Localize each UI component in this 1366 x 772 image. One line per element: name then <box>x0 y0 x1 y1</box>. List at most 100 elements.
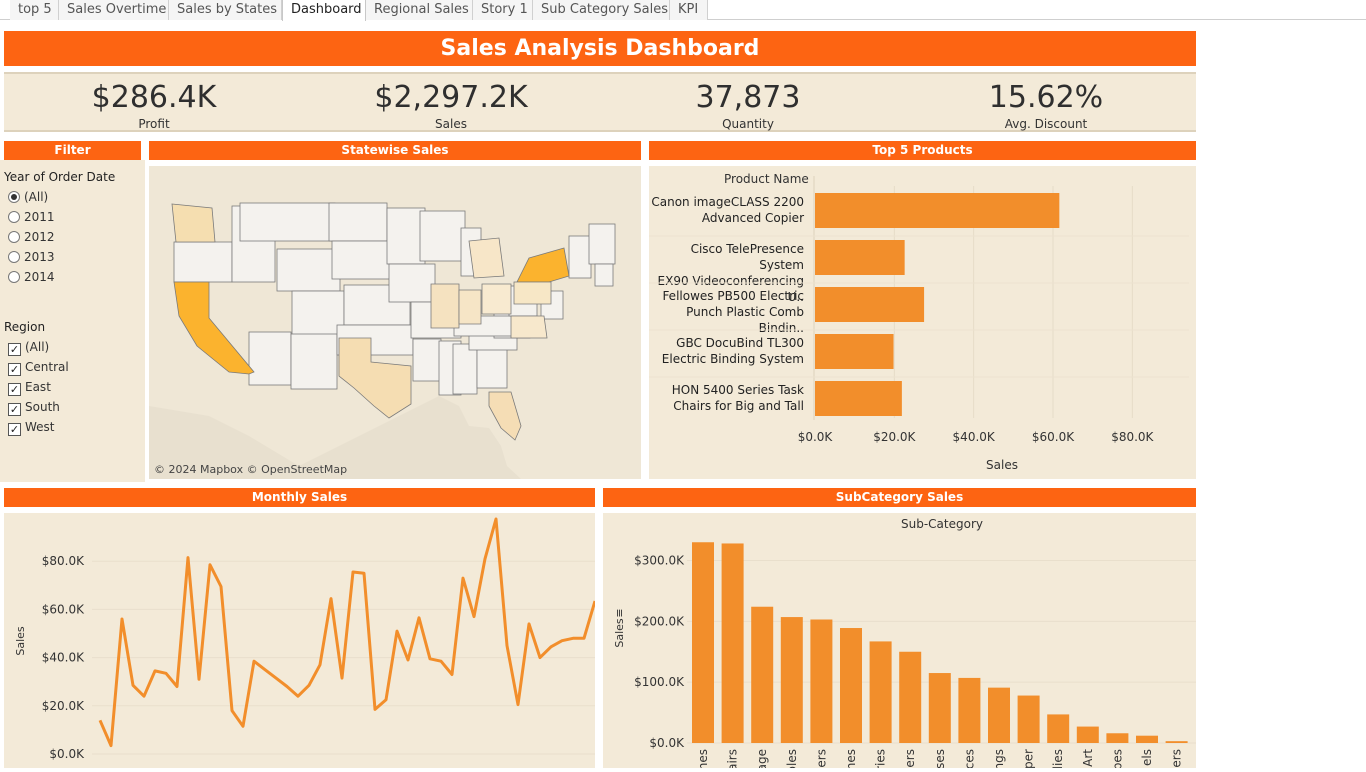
top5-header: Top 5 Products <box>649 141 1196 160</box>
region-option-label: South <box>25 400 60 414</box>
region-option-east[interactable]: ✓ East <box>8 378 51 396</box>
tab-dashboard[interactable]: Dashboard <box>282 0 366 21</box>
region-option-west[interactable]: ✓ West <box>8 418 55 436</box>
region-option-all[interactable]: ✓ (All) <box>8 338 49 356</box>
x-axis-title: Sales <box>986 458 1018 472</box>
product-bar[interactable] <box>815 193 1060 228</box>
subcategory-bar[interactable] <box>692 542 714 743</box>
subcategory-bar[interactable] <box>1136 735 1158 743</box>
y-tick-label: $20.0K <box>42 699 85 713</box>
x-tick-label: $60.0K <box>1032 430 1075 444</box>
year-option-2013[interactable]: 2013 <box>8 248 55 266</box>
radio-icon <box>8 191 20 203</box>
subcategory-bar[interactable] <box>1076 726 1099 743</box>
monthly-panel: $0.0K $20.0K $40.0K $60.0K $80.0K Sales <box>4 513 597 768</box>
sort-icon[interactable]: ≡ <box>613 608 626 617</box>
subcategory-bar[interactable] <box>721 543 744 743</box>
subcategory-bar[interactable] <box>928 673 951 743</box>
subcat-panel: Sub-Category $0.0K $100.0K $200.0K $300.0K ne… <box>603 513 1196 772</box>
x-tick-label: $20.0K <box>873 430 916 444</box>
product-label-line: EX90 Videoconferencing U.. <box>657 274 804 304</box>
state-virginia <box>510 315 548 339</box>
y-tick-label: $80.0K <box>42 554 85 568</box>
state-texas <box>338 337 412 419</box>
product-label-line: Electric Binding System <box>661 352 804 366</box>
x-tick-label: nes <box>696 749 710 768</box>
y-axis-title: Sales <box>613 618 626 648</box>
kpi-discount: 15.62% Avg. Discount <box>896 74 1196 130</box>
x-tick-label: per <box>1022 749 1036 768</box>
radio-icon <box>8 251 20 263</box>
subcategory-bar[interactable] <box>869 641 892 743</box>
x-tick-label: $0.0K <box>798 430 834 444</box>
product-bar[interactable] <box>815 334 894 369</box>
subcategory-bar[interactable] <box>1017 695 1040 743</box>
x-tick-label: ers <box>903 749 917 768</box>
y-tick-label: $100.0K <box>634 675 685 689</box>
x-tick-label: ces <box>962 749 976 768</box>
year-option-label: 2012 <box>24 230 55 244</box>
product-label-line: Advanced Copier <box>701 211 804 225</box>
tab-sub-category-sales[interactable]: Sub Category Sales <box>533 0 670 20</box>
region-option-south[interactable]: ✓ South <box>8 398 60 416</box>
product-label: HON 5400 Series Task Chairs for Big and T… <box>644 382 804 414</box>
filter-header: Filter <box>4 141 141 160</box>
product-bar[interactable] <box>815 381 902 416</box>
radio-icon <box>8 231 20 243</box>
x-tick-label: $40.0K <box>953 430 996 444</box>
tab-story-1[interactable]: Story 1 <box>473 0 533 20</box>
year-option-2014[interactable]: 2014 <box>8 268 55 286</box>
kpi-sales-value: $2,297.2K <box>374 80 528 115</box>
product-bar[interactable] <box>815 240 905 275</box>
state-ohio <box>481 283 512 315</box>
tab-regional-sales[interactable]: Regional Sales <box>366 0 473 20</box>
subcategory-column-header: Sub-Category <box>901 517 983 531</box>
year-option-2011[interactable]: 2011 <box>8 208 55 226</box>
x-tick-label: lies <box>1051 749 1065 768</box>
x-tick-label: ders <box>814 749 828 768</box>
x-tick-label: pes <box>1110 749 1124 768</box>
state-florida <box>488 391 522 441</box>
subcat-chart: Sub-Category $0.0K $100.0K $200.0K $300.0K ne… <box>613 517 1196 772</box>
tab-sales-overtime[interactable]: Sales Overtime <box>59 0 169 20</box>
x-tick-label: ngs <box>992 749 1006 768</box>
x-tick-label: els <box>1140 749 1154 766</box>
subcategory-bar[interactable] <box>1165 741 1188 743</box>
tab-sales-by-states[interactable]: Sales by States <box>169 0 282 20</box>
subcat-header: SubCategory Sales <box>603 488 1196 507</box>
subcategory-bar[interactable] <box>988 687 1010 743</box>
year-option-label: (All) <box>24 190 49 204</box>
state-washington <box>171 203 216 243</box>
year-option-2012[interactable]: 2012 <box>8 228 55 246</box>
y-tick-label: $200.0K <box>634 614 685 628</box>
state-new-york <box>516 247 570 283</box>
kpi-profit-label: Profit <box>138 117 170 131</box>
subcategory-bar[interactable] <box>810 619 833 743</box>
subcategory-bar[interactable] <box>751 606 774 743</box>
statewise-map[interactable]: © 2024 Mapbox © OpenStreetMap <box>149 166 641 479</box>
subcategory-bar[interactable] <box>1047 714 1070 743</box>
region-option-central[interactable]: ✓ Central <box>8 358 69 376</box>
kpi-discount-value: 15.62% <box>988 80 1104 115</box>
checkbox-checked-icon: ✓ <box>8 423 21 436</box>
product-label-line: HON 5400 Series Task <box>671 383 804 397</box>
subcategory-bar[interactable] <box>899 651 922 743</box>
year-option-all[interactable]: (All) <box>8 188 48 206</box>
subcategory-bar[interactable] <box>1106 733 1129 743</box>
kpi-quantity-label: Quantity <box>722 117 774 131</box>
product-label: GBC DocuBind TL300 Electric Binding Syste… <box>644 335 804 367</box>
radio-icon <box>8 211 20 223</box>
region-option-label: East <box>25 380 51 394</box>
tab-kpi[interactable]: KPI <box>670 0 708 20</box>
kpi-profit: $286.4K Profit <box>4 74 304 130</box>
monthly-header: Monthly Sales <box>4 488 595 507</box>
year-option-label: 2014 <box>24 270 55 284</box>
subcategory-bar[interactable] <box>780 617 803 743</box>
product-bar[interactable] <box>815 287 925 322</box>
tab-top-5[interactable]: top 5 <box>10 0 59 20</box>
subcategory-bar[interactable] <box>840 628 862 743</box>
product-label: Fellowes PB500 Electric Punch Plastic Com… <box>644 288 804 336</box>
sales-line[interactable] <box>98 517 597 748</box>
subcategory-bar[interactable] <box>958 677 981 743</box>
product-name-header: Product Name <box>724 172 809 186</box>
